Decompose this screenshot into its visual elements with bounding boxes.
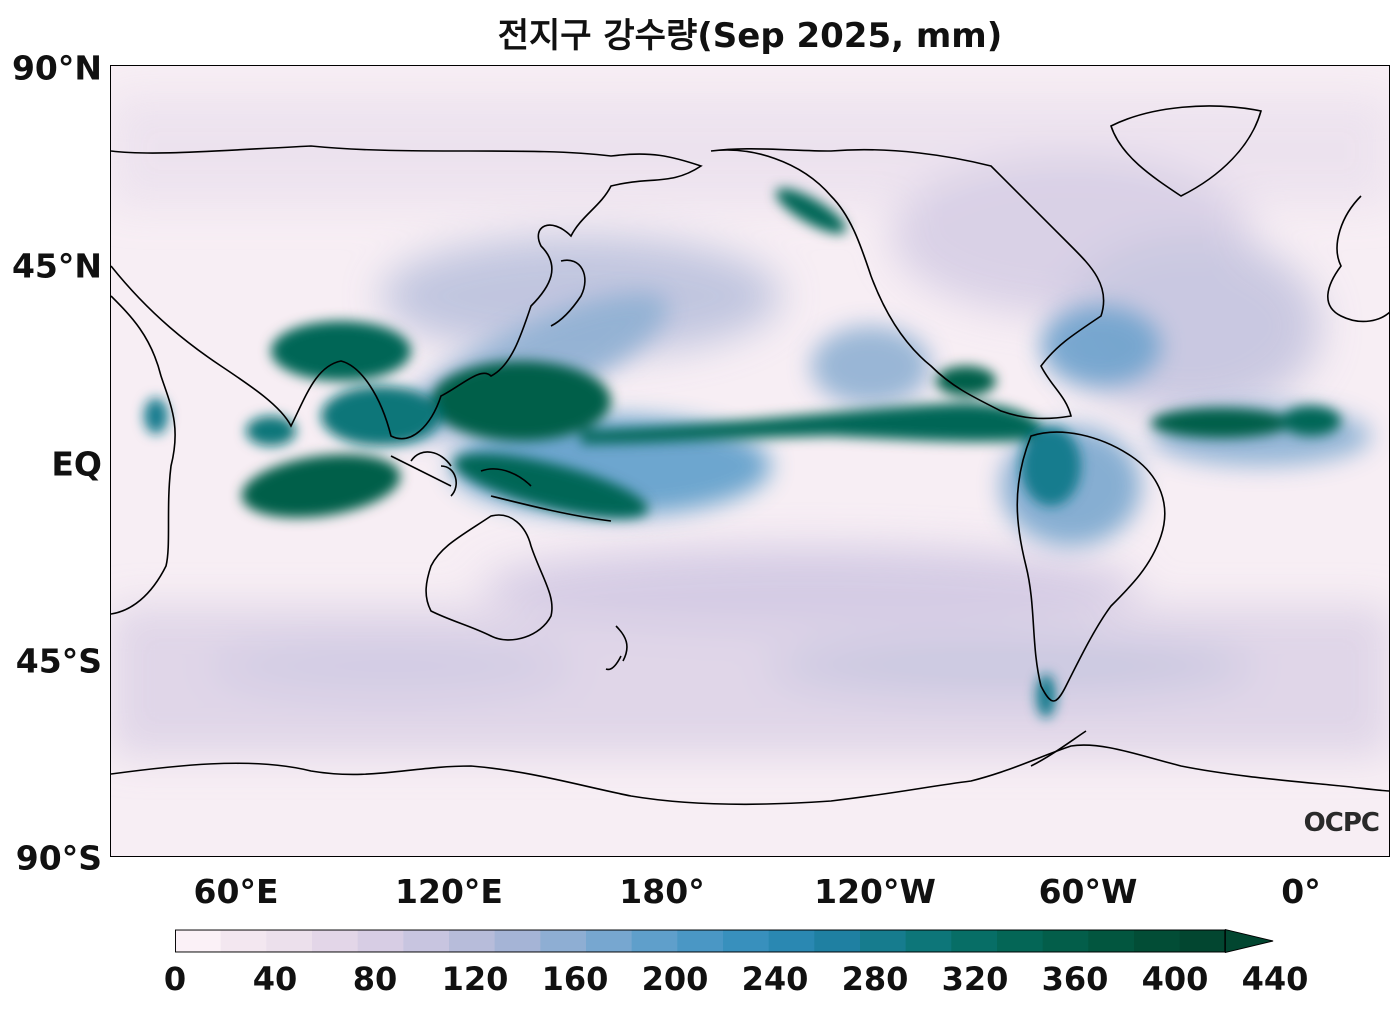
colorbar-tick-label: 160 [541, 960, 609, 998]
colorbar-segment [175, 929, 222, 953]
colorbar-segment [312, 929, 359, 953]
colorbar-segment [494, 929, 541, 953]
colorbar-tick-label: 0 [163, 960, 187, 998]
coastlines [111, 105, 1389, 806]
colorbar-segment [220, 929, 267, 953]
colorbar-tick-label: 40 [252, 960, 298, 998]
colorbar-tick-label: 200 [641, 960, 709, 998]
colorbar-segment [905, 929, 952, 953]
colorbar-tick-label: 320 [941, 960, 1009, 998]
colorbar-segment [540, 929, 587, 953]
colorbar-segment [677, 929, 724, 953]
colorbar-tick-label: 440 [1241, 960, 1309, 998]
lat-label-45n: 45°N [11, 246, 102, 286]
lat-label-45s: 45°S [15, 641, 102, 681]
colorbar-segment [860, 929, 907, 953]
colorbar-segment [1134, 929, 1181, 953]
colorbar-segment [723, 929, 770, 953]
colorbar-segment [1042, 929, 1089, 953]
colorbar-segment [814, 929, 861, 953]
precipitation-map: OCPC [110, 65, 1390, 857]
colorbar-extend-arrow [1224, 929, 1274, 953]
colorbar-segment [951, 929, 998, 953]
precipitation-field [111, 66, 1389, 856]
colorbar-tick-label: 240 [741, 960, 809, 998]
lon-label-180: 180° [619, 872, 705, 911]
lon-label-0: 0° [1281, 872, 1321, 911]
ocpc-logo: OCPC [1303, 808, 1380, 838]
colorbar-tick-label: 400 [1141, 960, 1209, 998]
map-title: 전지구 강수량(Sep 2025, mm) [497, 16, 1003, 56]
lat-label-eq: EQ [51, 444, 102, 484]
lat-label-90n: 90°N [11, 48, 102, 88]
colorbar-segment [266, 929, 313, 953]
lat-label-90s: 90°S [15, 838, 102, 878]
colorbar-segment [997, 929, 1044, 953]
colorbar-tick-label: 120 [441, 960, 509, 998]
colorbar-segment [631, 929, 678, 953]
colorbar [175, 929, 1274, 953]
colorbar-segment [1088, 929, 1135, 953]
lon-label-120w: 120°W [814, 872, 936, 911]
colorbar-tick-label: 360 [1041, 960, 1109, 998]
colorbar-segment [768, 929, 815, 953]
colorbar-tick-label: 280 [841, 960, 909, 998]
lon-label-120e: 120°E [395, 872, 503, 911]
colorbar-tick-label: 80 [352, 960, 398, 998]
lon-label-60w: 60°W [1038, 872, 1138, 911]
colorbar-segment [1179, 929, 1226, 953]
lon-label-60e: 60°E [193, 872, 279, 911]
colorbar-segment [357, 929, 404, 953]
colorbar-segment [586, 929, 633, 953]
colorbar-segment [403, 929, 450, 953]
colorbar-segment [449, 929, 496, 953]
colorbar-border [175, 929, 1226, 953]
